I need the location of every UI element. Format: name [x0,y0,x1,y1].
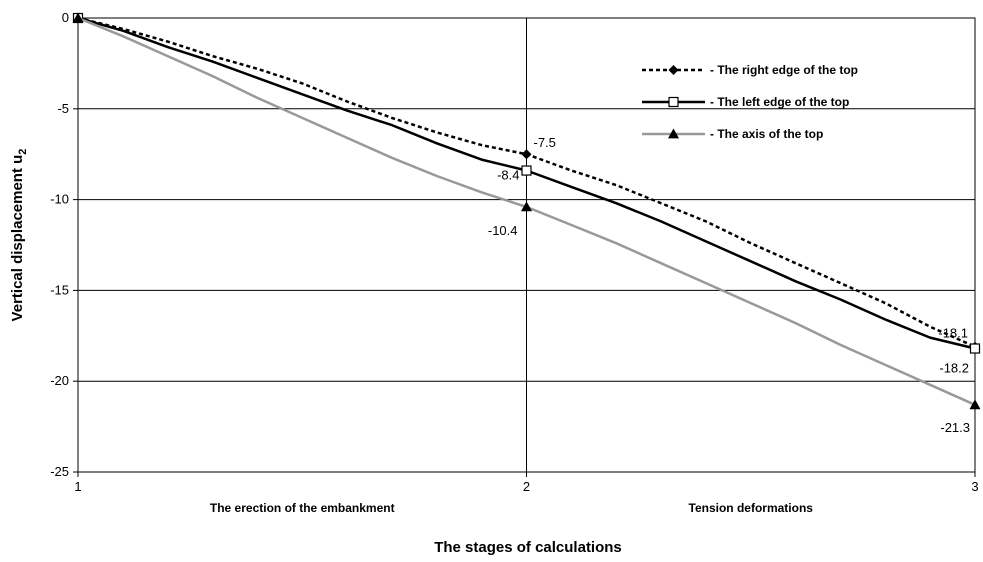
y-axis-title-main: Vertical displacement u [9,155,26,322]
x-axis-ticks: 1 2 3 [74,472,979,494]
stage-label: Tension deformations [689,501,814,515]
y-axis-title-group: Vertical displacement u2 [9,149,29,322]
stage-label: The erection of the embankment [210,501,395,515]
legend: - The right edge of the top - The left ed… [642,63,858,141]
data-label: -18.1 [938,326,968,341]
legend-label: - The right edge of the top [710,63,858,77]
series-3 [72,12,981,410]
data-label: -7.5 [534,135,556,150]
legend-swatch-marker [668,128,679,139]
series-marker [521,165,532,176]
data-label: -21.3 [940,420,970,435]
y-tick-label: -25 [50,464,69,479]
series-marker [521,201,532,212]
series-marker [969,399,981,410]
y-tick-label: -15 [50,282,69,297]
series-marker [969,343,981,354]
data-label: -18.2 [939,361,969,376]
y-axis-title-subscript: 2 [17,149,29,155]
series-layer [72,12,981,410]
x-tick-label: 1 [74,479,81,494]
legend-item: - The right edge of the top [642,63,858,77]
x-tick-label: 3 [971,479,978,494]
legend-item: - The axis of the top [642,127,823,141]
x-axis-title: The stages of calculations [434,539,622,556]
legend-item: - The left edge of the top [642,95,849,109]
data-labels: -7.5 -18.1 -8.4 -18.2 -10.4 -21.3 [488,135,970,435]
y-axis-title: Vertical displacement u2 [9,149,29,322]
y-tick-label: -5 [57,101,69,116]
data-label: -10.4 [488,223,518,238]
legend-swatch-marker [668,96,679,108]
legend-label: - The axis of the top [710,127,823,141]
series-marker [72,12,84,23]
y-tick-label: 0 [62,10,69,25]
legend-swatch-marker [668,65,679,75]
data-label: -8.4 [497,168,519,183]
x-tick-label: 2 [523,479,530,494]
stage-labels: The erection of the embankment Tension de… [210,501,813,515]
legend-label: - The left edge of the top [710,95,849,109]
y-axis-ticks: 0 -5 -10 -15 -20 -25 [50,10,78,479]
grid-lines [78,17,975,472]
y-tick-label: -10 [50,192,69,207]
series-marker [521,149,532,160]
y-tick-label: -20 [50,373,69,388]
